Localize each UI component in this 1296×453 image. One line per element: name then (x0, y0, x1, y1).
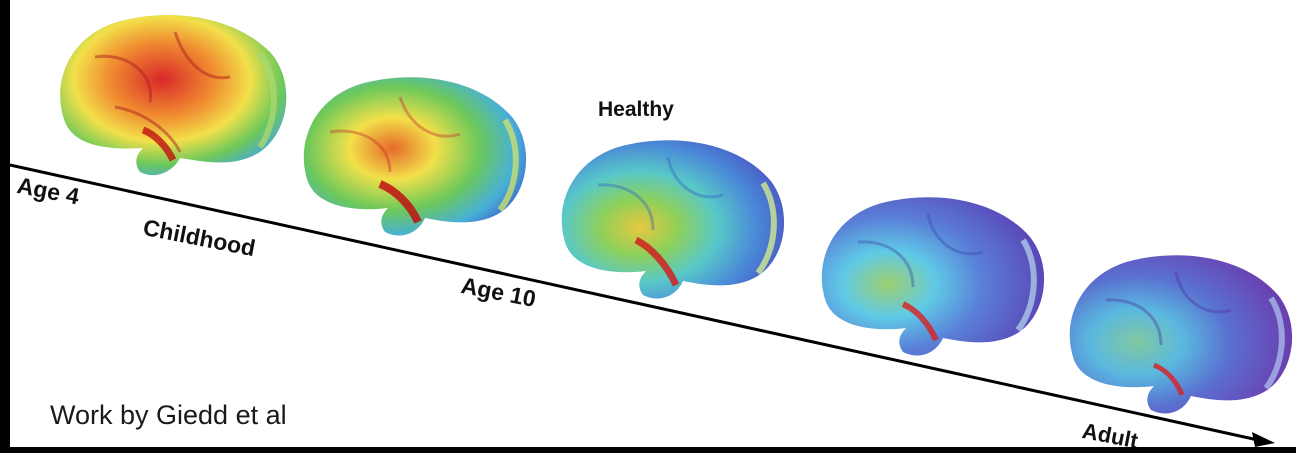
brain-icon (561, 140, 785, 299)
credit-text: Work by Giedd et al (50, 400, 287, 430)
brain-icon (303, 77, 527, 236)
brain-icon (1069, 255, 1293, 414)
brain-icon (60, 14, 287, 176)
timeline-arrowhead (1252, 432, 1275, 447)
brain-icon (821, 197, 1045, 356)
label-healthy: Healthy (598, 98, 674, 121)
timeline-line (9, 163, 1259, 442)
